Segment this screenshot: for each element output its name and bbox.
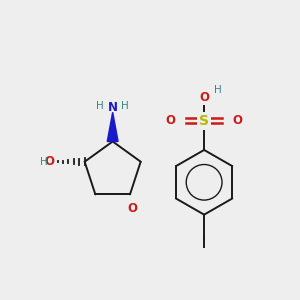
Polygon shape xyxy=(107,112,118,142)
Text: O: O xyxy=(166,114,176,127)
Text: H: H xyxy=(40,157,47,167)
Text: O: O xyxy=(127,202,137,215)
Text: H: H xyxy=(121,101,129,111)
Text: S: S xyxy=(199,114,209,128)
Text: O: O xyxy=(199,91,209,104)
Text: O: O xyxy=(44,155,54,168)
Text: H: H xyxy=(214,85,222,95)
Text: O: O xyxy=(233,114,243,127)
Text: H: H xyxy=(96,101,104,111)
Text: N: N xyxy=(108,101,118,114)
